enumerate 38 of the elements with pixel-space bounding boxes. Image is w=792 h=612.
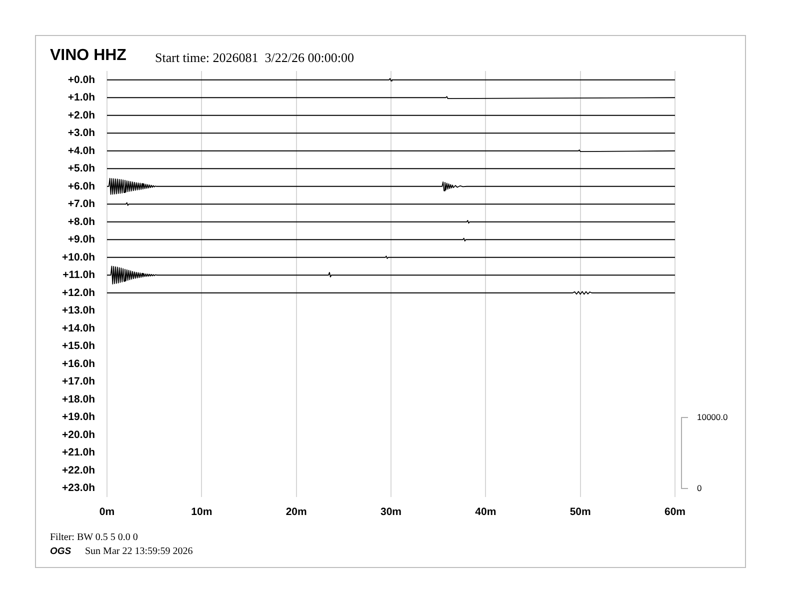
y-tick-label: +20.0h <box>62 428 95 441</box>
y-tick-label: +3.0h <box>68 127 95 140</box>
text: OGS <box>50 546 72 557</box>
text: Sun Mar 22 13:59:59 2026 <box>85 546 193 556</box>
x-tick-label: 60m <box>664 506 686 518</box>
x-tick-label: 40m <box>475 506 496 518</box>
y-tick-label: +23.0h <box>62 482 95 494</box>
y-tick-label: +21.0h <box>62 446 95 459</box>
y-tick-label: +7.0h <box>68 198 95 210</box>
text: 0 <box>697 482 702 492</box>
x-tick-label: 30m <box>380 506 402 518</box>
y-tick-label: +6.0h <box>68 180 95 192</box>
y-tick-label: +16.0h <box>62 358 95 370</box>
y-tick-label: +8.0h <box>68 216 95 228</box>
x-tick-label: 50m <box>570 506 591 518</box>
chart-subtitle: Start time: 2026081 3/22/26 00:00:00 <box>155 50 354 65</box>
y-tick-label: +2.0h <box>68 109 95 122</box>
y-tick-label: +5.0h <box>68 162 95 175</box>
y-tick-label: +11.0h <box>62 269 95 282</box>
x-tick-label: 10m <box>191 506 212 518</box>
y-tick-label: +17.0h <box>62 376 95 388</box>
y-tick-label: +10.0h <box>62 251 95 264</box>
text: 10000.0 <box>697 412 728 422</box>
x-tick-label: 20m <box>286 506 307 518</box>
y-tick-label: +1.0h <box>68 92 95 104</box>
y-tick-label: +13.0h <box>62 304 95 317</box>
y-tick-label: +19.0h <box>62 411 95 424</box>
y-tick-label: +18.0h <box>62 393 95 406</box>
text: Filter: BW 0.5 5 0.0 0 <box>50 532 138 543</box>
y-tick-label: +12.0h <box>62 286 95 299</box>
y-tick-label: +14.0h <box>62 322 95 334</box>
chart-title: VINO HHZ <box>50 46 126 64</box>
y-tick-label: +9.0h <box>68 234 95 246</box>
y-tick-label: +15.0h <box>62 340 95 352</box>
y-tick-label: +22.0h <box>62 464 95 476</box>
y-tick-label: +4.0h <box>68 144 95 157</box>
x-tick-label: 0m <box>99 506 115 518</box>
y-tick-label: +0.0h <box>68 74 95 86</box>
